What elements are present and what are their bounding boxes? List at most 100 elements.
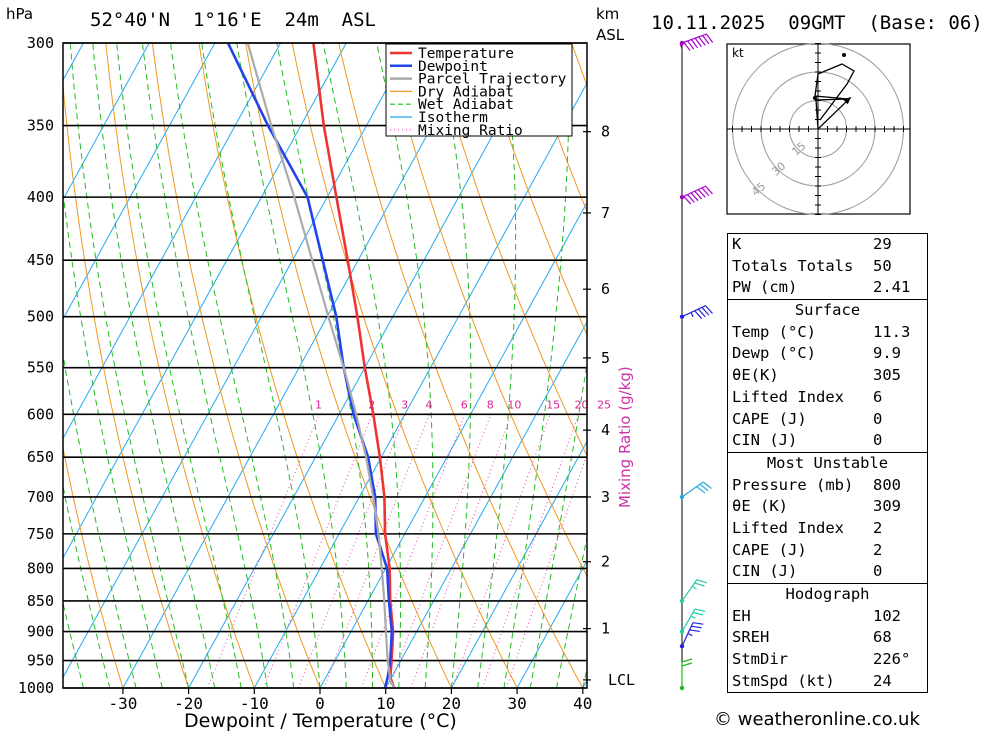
index-row: SREH 68 bbox=[728, 627, 927, 649]
hpa-unit-label: hPa bbox=[6, 5, 33, 23]
index-value: 0 bbox=[873, 562, 883, 581]
index-key: EH bbox=[732, 606, 751, 625]
index-value: 2 bbox=[873, 540, 883, 559]
legend-entry-label: Isotherm bbox=[418, 110, 488, 126]
index-value: 24 bbox=[873, 671, 892, 690]
wind-barb-flag bbox=[696, 486, 706, 494]
index-key: CAPE (J) bbox=[732, 409, 807, 428]
dry-adiabat-line bbox=[431, 43, 587, 457]
mixing-ratio-line bbox=[263, 414, 373, 688]
isotherm-line bbox=[319, 201, 587, 688]
wind-barb-flag bbox=[686, 194, 695, 203]
km-tick-label: 7 bbox=[601, 204, 610, 222]
wind-barb bbox=[679, 658, 693, 691]
mixing-ratio-line bbox=[297, 414, 406, 688]
pressure-tick-label: 600 bbox=[27, 405, 54, 423]
pressure-tick-label: 850 bbox=[27, 592, 54, 610]
wind-barb-flag bbox=[702, 35, 710, 45]
mixing-ratio-line bbox=[361, 414, 466, 688]
index-value: 9.9 bbox=[873, 344, 901, 363]
wind-barb-flag bbox=[692, 622, 704, 625]
wind-barb-flag bbox=[701, 306, 710, 316]
index-row: Pressure (mb) 800 bbox=[728, 475, 927, 497]
mixing-ratio-tick-label: 10 bbox=[507, 398, 521, 411]
mixing-ratio-tick-label: 4 bbox=[425, 398, 432, 411]
pressure-tick-label: 450 bbox=[27, 251, 54, 269]
index-value: 29 bbox=[873, 235, 892, 253]
index-value: 226° bbox=[873, 650, 911, 669]
index-row: CIN (J) 0 bbox=[728, 561, 927, 583]
wind-barb-flag bbox=[697, 308, 706, 318]
index-row: CIN (J) 0 bbox=[728, 430, 927, 452]
index-row: Totals Totals 50 bbox=[728, 256, 927, 278]
wind-barb-flag bbox=[698, 36, 706, 46]
wind-barb-flag bbox=[683, 41, 691, 52]
x-tick-label: -20 bbox=[174, 694, 203, 713]
wind-barb-flag bbox=[702, 481, 712, 489]
wind-barb-staff bbox=[681, 608, 696, 632]
index-key: Temp (°C) bbox=[732, 322, 816, 341]
legend-entry-label: Mixing Ratio bbox=[418, 123, 523, 139]
index-value: 68 bbox=[873, 628, 892, 647]
dry-adiabat-line bbox=[991, 43, 1000, 688]
hodograph-point bbox=[842, 53, 846, 57]
index-row: EH 102 bbox=[728, 606, 927, 628]
wind-barb-flag bbox=[705, 185, 713, 195]
pressure-tick-label: 1000 bbox=[18, 679, 54, 697]
wind-barb-flag bbox=[701, 187, 710, 197]
index-key: Dewp (°C) bbox=[732, 344, 816, 363]
mixing-ratio-tick-label: 8 bbox=[487, 398, 494, 411]
index-row: Lifted Index 6 bbox=[728, 387, 927, 409]
km-tick-label: 3 bbox=[601, 488, 610, 506]
pressure-tick-label: 900 bbox=[27, 623, 54, 641]
index-value: 2.41 bbox=[873, 278, 911, 297]
wet-adiabat-line bbox=[69, 43, 190, 688]
wind-barb-flag bbox=[694, 582, 705, 587]
index-value: 11.3 bbox=[873, 322, 911, 341]
wind-barb-flag bbox=[699, 483, 709, 492]
pressure-tick-label: 750 bbox=[27, 525, 54, 543]
wind-barb-staff bbox=[681, 579, 698, 602]
index-row: PW (cm) 2.41 bbox=[728, 277, 927, 299]
location-label: 52°40'N 1°16'E 24m ASL bbox=[90, 9, 376, 31]
mixing-ratio-labels: 1 2 3 4 6 8 10 15 20 25 bbox=[315, 398, 611, 411]
km-tick-label: 8 bbox=[601, 123, 610, 141]
copyright-link[interactable]: © weatheronline.co.uk bbox=[714, 709, 920, 730]
wind-barb-column bbox=[679, 33, 714, 691]
pressure-tick-label: 400 bbox=[27, 188, 54, 206]
pressure-tick-label: 950 bbox=[27, 652, 54, 670]
asl-unit-label: ASL bbox=[596, 26, 625, 44]
wind-barb-flag bbox=[681, 662, 693, 667]
wind-barb-staff bbox=[681, 33, 707, 44]
wind-barb bbox=[679, 481, 712, 500]
isotherm-lines bbox=[0, 43, 587, 688]
wind-barb-flag bbox=[705, 33, 714, 43]
wind-barb-half-flag bbox=[690, 615, 696, 619]
mixing-ratio-tick-label: 3 bbox=[401, 398, 408, 411]
most-unstable-section: Most Unstable Pressure (mb) 800 θE (K) 309 L… bbox=[728, 451, 927, 583]
wind-barb-staff bbox=[681, 305, 706, 318]
mixing-ratio-line bbox=[323, 414, 430, 688]
wind-barb-flag bbox=[687, 40, 695, 50]
wind-barb-half-flag bbox=[691, 585, 697, 590]
wind-barb bbox=[679, 579, 708, 604]
isotherm-line bbox=[516, 559, 587, 688]
pressure-tick-label: 550 bbox=[27, 359, 54, 377]
mixing-ratio-tick-label: 25 bbox=[597, 398, 611, 411]
wet-adiabat-line bbox=[236, 43, 347, 688]
index-key: SREH bbox=[732, 628, 770, 647]
x-tick-label: -30 bbox=[108, 694, 137, 713]
wet-adiabat-line bbox=[63, 188, 163, 688]
dry-adiabat-line bbox=[478, 43, 587, 336]
mixing-ratio-line bbox=[388, 414, 492, 688]
isotherm-line bbox=[0, 43, 18, 688]
mixing-ratio-tick-label: 1 bbox=[315, 398, 322, 411]
index-key: Pressure (mb) bbox=[732, 475, 854, 494]
x-tick-label: 0 bbox=[315, 694, 325, 713]
legend-box bbox=[385, 43, 573, 137]
plot-frame bbox=[62, 42, 588, 689]
index-row: CAPE (J) 0 bbox=[728, 409, 927, 431]
x-tick-label: 20 bbox=[442, 694, 461, 713]
